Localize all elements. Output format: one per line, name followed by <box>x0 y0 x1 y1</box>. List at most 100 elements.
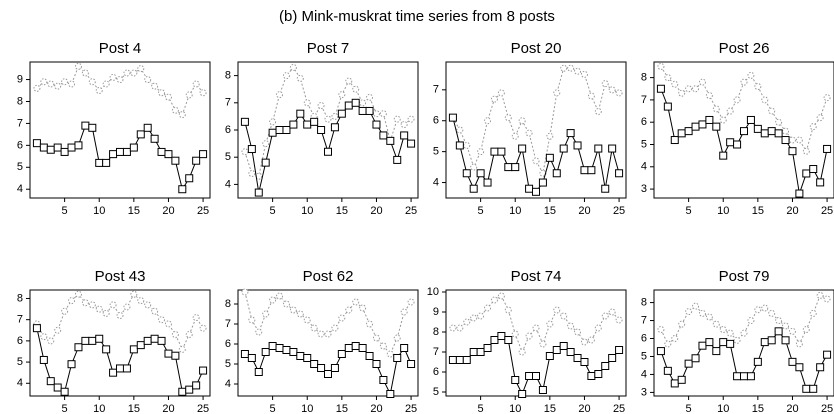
point <box>296 109 305 118</box>
point <box>754 306 762 314</box>
point <box>102 158 111 167</box>
point <box>809 165 818 174</box>
point <box>656 347 665 356</box>
x-tick-label: 5 <box>270 403 276 414</box>
point <box>122 147 131 156</box>
point <box>400 308 408 316</box>
point <box>760 129 769 138</box>
point <box>345 77 353 85</box>
point <box>802 169 811 178</box>
point <box>775 317 783 325</box>
point <box>671 80 679 88</box>
point <box>462 169 471 178</box>
point <box>615 346 624 354</box>
x-tick-label: 15 <box>544 403 556 414</box>
point <box>774 327 783 336</box>
point <box>338 91 346 99</box>
point <box>615 169 624 178</box>
point <box>33 84 41 92</box>
point <box>719 338 728 347</box>
point <box>303 316 311 324</box>
plot-frame <box>445 289 627 397</box>
point <box>53 143 62 152</box>
point <box>116 147 124 156</box>
point <box>712 347 721 356</box>
x-tick-label: 10 <box>301 403 313 414</box>
point <box>601 362 610 370</box>
point <box>379 342 387 350</box>
point <box>400 344 409 352</box>
point <box>144 76 152 84</box>
point <box>726 339 735 348</box>
point <box>365 106 374 115</box>
point <box>393 354 402 362</box>
point <box>490 95 498 103</box>
point <box>137 65 145 73</box>
point <box>109 150 118 159</box>
point <box>594 107 602 115</box>
point <box>282 126 291 134</box>
plot-frame <box>653 61 834 199</box>
y-tick-label: 7 <box>641 314 647 326</box>
x-tick-label: 20 <box>786 403 798 414</box>
point <box>795 340 803 348</box>
x-tick-label: 5 <box>478 205 484 217</box>
point <box>767 127 776 136</box>
point <box>109 368 118 377</box>
y-tick-label: 6 <box>433 115 439 127</box>
point <box>359 99 367 107</box>
point <box>54 326 62 334</box>
y-tick-label: 7 <box>17 314 23 326</box>
point <box>317 364 326 372</box>
point <box>726 329 734 337</box>
y-tick-label: 7 <box>225 318 231 330</box>
point <box>538 386 547 394</box>
point <box>678 89 686 97</box>
point <box>511 132 519 140</box>
point <box>560 312 568 320</box>
point <box>247 145 256 154</box>
point <box>746 115 755 124</box>
point <box>608 144 617 153</box>
y-tick-label: 5 <box>17 161 23 173</box>
point <box>511 163 520 172</box>
point <box>698 120 707 129</box>
series-line <box>452 335 620 396</box>
y-tick-label: 7 <box>225 97 231 109</box>
x-tick-label: 25 <box>405 205 417 217</box>
point <box>753 124 762 133</box>
series-line <box>36 65 204 116</box>
x-tick-label: 20 <box>578 205 590 217</box>
point <box>768 107 776 115</box>
point <box>372 120 381 129</box>
x-tick-label: 10 <box>301 205 313 217</box>
point <box>698 309 706 317</box>
point <box>504 336 513 344</box>
point <box>289 306 297 314</box>
x-tick-label: 20 <box>578 403 590 414</box>
point <box>241 148 249 156</box>
point <box>282 300 290 308</box>
point <box>185 331 193 339</box>
point <box>158 316 166 324</box>
point <box>567 64 575 72</box>
point <box>61 307 69 315</box>
point <box>164 349 173 358</box>
point <box>560 64 568 72</box>
plot-frame <box>653 289 834 397</box>
panel-title: Post 74 <box>511 268 562 285</box>
y-tick-label: 3 <box>641 386 647 398</box>
point <box>663 366 672 375</box>
y-tick-label: 5 <box>641 138 647 150</box>
point <box>88 336 97 345</box>
point <box>95 334 104 343</box>
point <box>525 184 534 193</box>
point <box>95 158 104 167</box>
point <box>470 163 478 171</box>
point <box>199 366 208 375</box>
point <box>53 383 62 392</box>
x-tick-label: 25 <box>405 403 417 414</box>
point <box>330 364 339 372</box>
point <box>95 87 103 95</box>
point <box>691 354 700 363</box>
